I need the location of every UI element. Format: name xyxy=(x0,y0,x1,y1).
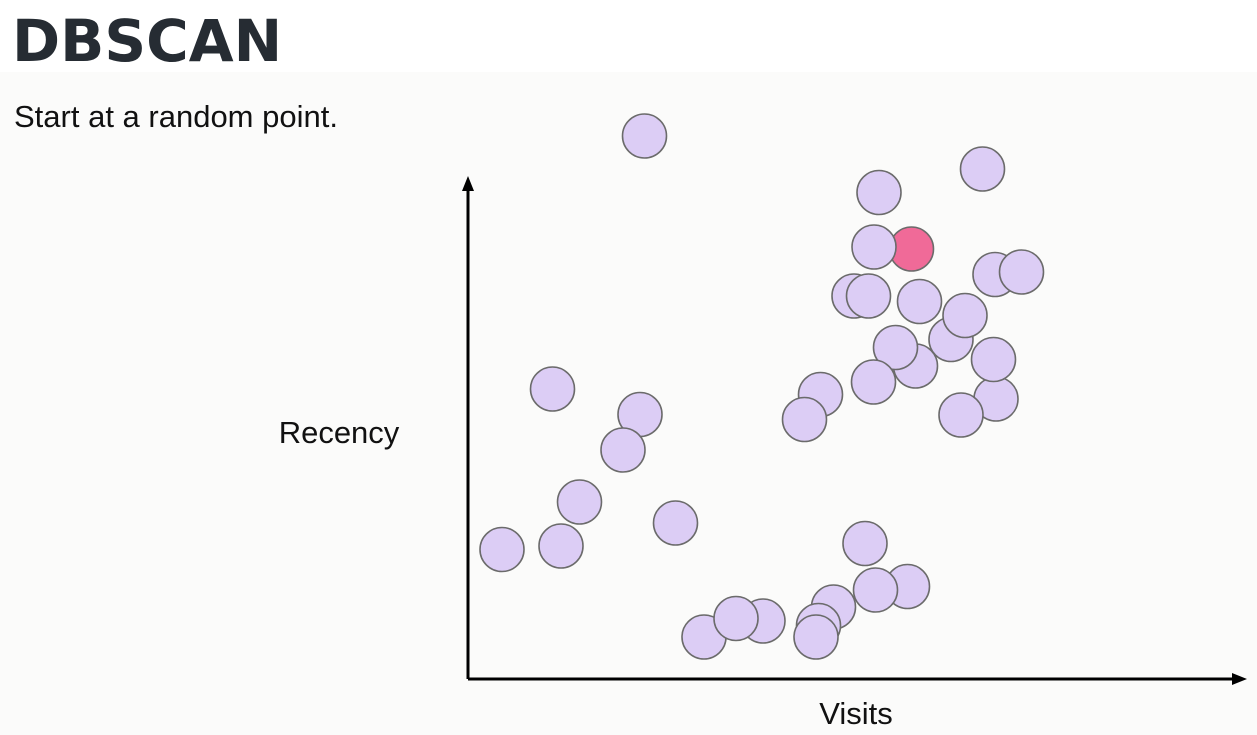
y-axis-label: Recency xyxy=(279,415,400,450)
data-point xyxy=(970,336,1017,383)
data-point xyxy=(793,614,839,660)
data-point xyxy=(942,292,988,339)
data-point xyxy=(600,427,646,473)
data-point xyxy=(621,113,668,159)
data-point xyxy=(652,500,699,546)
data-point xyxy=(998,249,1045,295)
data-point xyxy=(856,169,902,216)
data-point xyxy=(896,278,943,325)
data-points xyxy=(479,113,1045,660)
data-point xyxy=(538,523,584,569)
x-axis-label: Visits xyxy=(819,696,893,731)
page-title: DBSCAN xyxy=(12,7,283,75)
data-point xyxy=(845,273,892,319)
data-point xyxy=(851,224,897,270)
data-point xyxy=(479,526,525,573)
data-point xyxy=(713,595,759,642)
data-point xyxy=(842,520,888,567)
y-axis-arrowhead xyxy=(462,176,474,191)
data-point xyxy=(850,359,897,405)
data-point xyxy=(872,324,919,371)
subtitle: Start at a random point. xyxy=(14,99,338,134)
data-point xyxy=(556,479,603,525)
data-point xyxy=(781,396,828,443)
data-point xyxy=(959,146,1006,192)
data-point xyxy=(529,366,576,412)
data-point xyxy=(852,567,899,613)
data-point xyxy=(938,392,984,438)
x-axis-arrowhead xyxy=(1232,673,1247,685)
